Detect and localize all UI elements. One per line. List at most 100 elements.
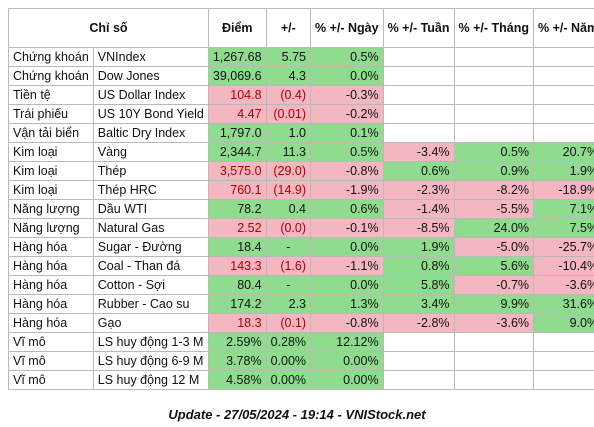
change-cell: (0.1) [265,313,312,333]
month-cell [453,351,535,371]
price-cell: 18.4 [207,237,267,257]
table-row: Hàng hóa Rubber - Cao su 174.2 2.3 1.3% 3.4% 9… [8,294,594,314]
change-cell: 5.75 [265,47,312,67]
year-cell: -18.9% [533,180,594,200]
day-cell: 0.0% [310,66,384,86]
header-day: % +/- Ngày [310,8,384,48]
category-cell: Hàng hóa [8,256,94,276]
symbol-cell: VNIndex [92,47,209,67]
day-cell: -0.8% [310,313,384,333]
week-cell [382,104,455,124]
month-cell [453,370,535,390]
week-cell [382,123,455,143]
change-cell: (0.4) [265,85,312,105]
week-cell: -2.3% [382,180,455,200]
price-cell: 18.3 [207,313,267,333]
symbol-cell: Coal - Than đá [92,256,209,276]
category-cell: Chứng khoán [8,47,94,67]
month-cell [453,332,535,352]
month-cell [453,47,535,67]
year-cell [533,104,594,124]
symbol-cell: Rubber - Cao su [92,294,209,314]
week-cell: -3.4% [382,142,455,162]
price-cell: 80.4 [207,275,267,295]
table-row: Hàng hóa Cotton - Sợi 80.4-0.0% 5.8% -0.7% -3… [8,275,594,295]
week-cell: 3.4% [382,294,455,314]
month-cell [453,123,535,143]
year-cell: 1.9% [533,161,594,181]
year-cell: 9.0% [533,313,594,333]
update-footer: Update - 27/05/2024 - 19:14 - VNIStock.n… [168,407,426,422]
week-cell: 0.8% [382,256,455,276]
year-cell: 7.5% [533,218,594,238]
table-header: Chỉ số Điểm +/- % +/- Ngày % +/- Tuần % … [8,8,594,48]
header-day-label: % +/- Ngày [315,21,379,35]
day-cell: 0.5% [310,142,384,162]
table-row: Hàng hóa Sugar - Đường 18.4-0.0% 1.9% -5.0% -… [8,237,594,257]
table-row: Năng lượng Natural Gas 2.52 (0.0) -0.1% -8.5%… [8,218,594,238]
week-cell [382,351,455,371]
symbol-cell: Thép HRC [92,180,209,200]
market-summary-table: Chỉ số Điểm +/- % +/- Ngày % +/- Tuần % … [8,8,594,390]
table-row: Chứng khoán Dow Jones 39,069.6 4.3 0.0% [8,66,594,86]
month-cell: -3.6% [453,313,535,333]
price-cell: 39,069.6 [207,66,267,86]
table-row: Vĩ mô LS huy động 12 M 4.58% 0.00% 0.00% [8,370,594,390]
symbol-cell: US 10Y Bond Yield [92,104,209,124]
day-cell: 0.00% [310,351,384,371]
change-cell: 11.3 [265,142,312,162]
price-cell: 2.59% [207,332,267,352]
month-cell [453,85,535,105]
year-cell [533,66,594,86]
day-cell: 0.0% [310,237,384,257]
header-index: Chỉ số [8,8,209,48]
symbol-cell: Gạo [92,313,209,333]
price-cell: 78.2 [207,199,267,219]
header-change: +/- [265,8,312,48]
header-year-label: % +/- Năm [538,21,594,35]
table-row: Vĩ mô LS huy động 1-3 M 2.59% 0.28% 12.12% [8,332,594,352]
table-row: Tiền tệ US Dollar Index 104.8 (0.4) -0.3% [8,85,594,105]
week-cell [382,370,455,390]
week-cell: 1.9% [382,237,455,257]
month-cell: 24.0% [453,218,535,238]
month-cell [453,104,535,124]
table-row: Hàng hóa Coal - Than đá 143.3 (1.6) -1.1% 0.8… [8,256,594,276]
change-cell: 0.00% [265,370,312,390]
symbol-cell: LS huy động 1-3 M [92,332,209,352]
year-cell: 31.6% [533,294,594,314]
year-cell [533,85,594,105]
category-cell: Chứng khoán [8,66,94,86]
year-cell: 7.1% [533,199,594,219]
symbol-cell: Thép [92,161,209,181]
day-cell: -1.9% [310,180,384,200]
change-cell: 2.3 [265,294,312,314]
table-row: Trái phiếu US 10Y Bond Yield 4.47 (0.01) -0.… [8,104,594,124]
year-cell [533,332,594,352]
year-cell: -3.6% [533,275,594,295]
header-year: % +/- Năm [533,8,594,48]
symbol-cell: Baltic Dry Index [92,123,209,143]
day-cell: -0.3% [310,85,384,105]
price-cell: 174.2 [207,294,267,314]
month-cell: 0.5% [453,142,535,162]
symbol-cell: Natural Gas [92,218,209,238]
change-cell: - [265,275,312,295]
change-cell: 0.28% [265,332,312,352]
day-cell: 12.12% [310,332,384,352]
week-cell: 0.6% [382,161,455,181]
month-cell: 9.9% [453,294,535,314]
week-cell: 5.8% [382,275,455,295]
table-row: Năng lượng Dầu WTI 78.2 0.4 0.6% -1.4% -5.5% 7.… [8,199,594,219]
month-cell: 5.6% [453,256,535,276]
change-cell: 4.3 [265,66,312,86]
symbol-cell: Dầu WTI [92,199,209,219]
day-cell: 0.5% [310,47,384,67]
price-cell: 3.78% [207,351,267,371]
table-row: Vận tải biển Baltic Dry Index 1,797.0 1.0 0.… [8,123,594,143]
symbol-cell: LS huy động 6-9 M [92,351,209,371]
month-cell: -0.7% [453,275,535,295]
category-cell: Kim loại [8,161,94,181]
table-body: Chứng khoán VNIndex 1,267.68 5.75 0.5% Chứng … [8,47,594,390]
symbol-cell: Sugar - Đường [92,237,209,257]
